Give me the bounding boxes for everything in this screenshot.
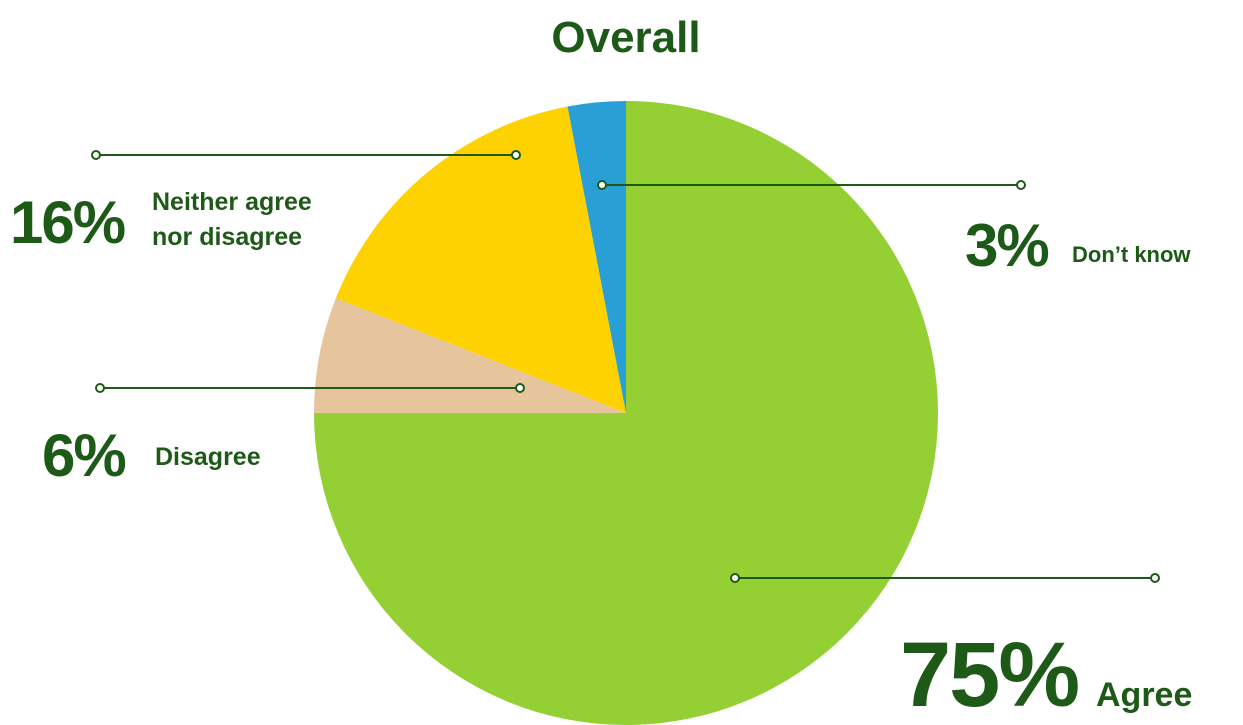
- pie-slice-neither-agree-nor-disagree: [335, 106, 626, 414]
- leader-dot-dont-know-inner: [597, 180, 607, 190]
- pie-slices: [314, 101, 938, 725]
- annotation-dont-know: 3% Don’t know: [597, 180, 1191, 279]
- annotation-disagree: 6% Disagree: [42, 383, 525, 489]
- value-label-neither: 16%: [10, 189, 125, 256]
- category-label-neither-line2: nor disagree: [152, 223, 302, 251]
- pie-slice-disagree: [314, 298, 626, 413]
- leader-dot-neither-inner: [511, 150, 521, 160]
- annotation-neither: 16% Neither agree nor disagree: [10, 150, 521, 256]
- leader-dot-dont-know-outer: [1016, 180, 1026, 190]
- value-label-disagree: 6%: [42, 422, 125, 489]
- leader-dot-disagree-outer: [95, 383, 105, 393]
- annotation-agree: 75% Agree: [730, 573, 1192, 725]
- leader-dot-agree-inner: [730, 573, 740, 583]
- category-label-neither-line1: Neither agree: [152, 188, 312, 216]
- leader-dot-agree-outer: [1150, 573, 1160, 583]
- chart-title: Overall: [551, 13, 700, 62]
- leader-dot-neither-outer: [91, 150, 101, 160]
- category-label-dont-know: Don’t know: [1072, 242, 1191, 267]
- leader-dot-disagree-inner: [515, 383, 525, 393]
- value-label-dont-know: 3%: [965, 212, 1048, 279]
- value-label-agree: 75%: [900, 624, 1078, 725]
- category-label-agree: Agree: [1096, 676, 1192, 714]
- category-label-disagree: Disagree: [155, 443, 261, 471]
- pie-slice-don-t-know: [567, 101, 626, 413]
